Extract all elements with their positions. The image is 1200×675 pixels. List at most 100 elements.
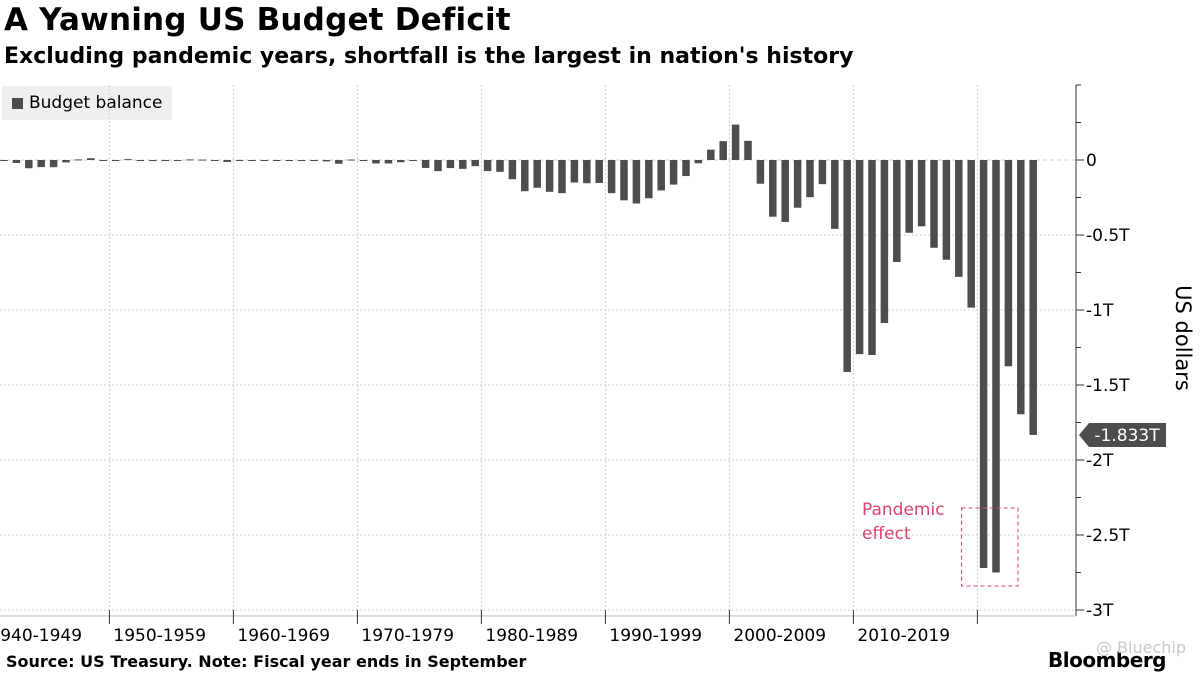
bar-1975 xyxy=(421,160,430,168)
bar-1976 xyxy=(434,160,442,172)
bar-1989 xyxy=(595,160,603,183)
bar-1996 xyxy=(682,160,690,177)
legend-swatch xyxy=(12,97,23,109)
bar-1959 xyxy=(223,160,231,162)
x-tick-label: 1970-1979 xyxy=(361,626,454,646)
brand-logo: Bloomberg xyxy=(1048,648,1166,672)
bar-2022 xyxy=(1004,160,1013,367)
x-tick-label: 2010-2019 xyxy=(857,626,950,646)
bar-2012 xyxy=(880,160,889,324)
y-tick-label: -1T xyxy=(1086,301,1114,321)
bar-1986 xyxy=(558,160,566,194)
bar-1963 xyxy=(273,160,281,161)
bar-1988 xyxy=(583,160,591,184)
y-tick-label: 0 xyxy=(1086,151,1097,171)
bar-1977 xyxy=(446,160,455,169)
bar-2018 xyxy=(955,160,963,277)
bar-1949 xyxy=(99,160,107,161)
x-tick-label: 1950-1959 xyxy=(113,626,206,646)
last-value-callout xyxy=(1079,422,1166,447)
bar-2010 xyxy=(855,160,864,355)
chart-legend: Budget balance xyxy=(2,86,173,120)
y-tick-label: -2.5T xyxy=(1086,526,1130,546)
bar-1972 xyxy=(384,160,393,164)
bar-1984 xyxy=(533,160,541,188)
y-axis-title: US dollars xyxy=(1171,285,1195,391)
bar-2001 xyxy=(744,140,752,160)
last-value-label: -1.833T xyxy=(1094,426,1160,446)
bar-2017 xyxy=(942,160,951,260)
bar-2003 xyxy=(769,160,777,217)
bar-2021 xyxy=(992,160,1000,573)
watermark: @ Bluechip xyxy=(1095,638,1186,657)
source-note: Source: US Treasury. Note: Fiscal year e… xyxy=(6,652,527,671)
bar-1995 xyxy=(669,160,678,185)
bar-1953 xyxy=(149,160,157,162)
bar-1973 xyxy=(397,160,405,163)
bar-1966 xyxy=(310,160,318,161)
bar-1968 xyxy=(335,160,343,164)
x-tick-label: 2000-2009 xyxy=(733,626,826,646)
bar-1957 xyxy=(198,159,207,161)
bar-1947 xyxy=(74,159,83,161)
bar-1942 xyxy=(12,160,21,163)
y-tick-label: -3T xyxy=(1086,601,1114,621)
bar-1969 xyxy=(347,159,355,161)
bar-2019 xyxy=(967,160,975,308)
bar-2023 xyxy=(1017,160,1025,415)
bar-1990 xyxy=(607,160,616,194)
x-tick-label: 1980-1989 xyxy=(485,626,578,646)
bar-2008 xyxy=(831,160,839,229)
bar-1954 xyxy=(161,160,169,161)
bar-2015 xyxy=(917,160,926,227)
bar-1998 xyxy=(707,149,715,160)
bar-2013 xyxy=(893,160,901,262)
bar-1999 xyxy=(719,141,727,160)
bar-1950 xyxy=(111,160,120,161)
bar-1962 xyxy=(260,160,269,162)
bar-1997 xyxy=(694,160,703,164)
bar-2016 xyxy=(930,160,938,248)
pandemic-label: effect xyxy=(862,524,911,544)
bar-1982 xyxy=(508,160,517,180)
bar-1961 xyxy=(248,160,256,161)
bar-2020 xyxy=(979,160,988,568)
bar-2024 xyxy=(1029,160,1037,435)
bar-1991 xyxy=(620,160,628,201)
bar-1952 xyxy=(136,160,145,161)
bar-1965 xyxy=(297,160,306,161)
bar-2014 xyxy=(905,160,913,233)
bar-1987 xyxy=(570,160,579,183)
bar-2011 xyxy=(868,160,876,355)
bar-1981 xyxy=(496,160,504,172)
bar-1974 xyxy=(409,160,417,161)
x-tick-label: 1990-1999 xyxy=(609,626,702,646)
y-tick-label: -0.5T xyxy=(1086,226,1130,246)
page-subtitle: Excluding pandemic years, shortfall is t… xyxy=(4,44,854,69)
bar-1978 xyxy=(459,160,467,169)
bar-1980 xyxy=(483,160,492,172)
page-title: A Yawning US Budget Deficit xyxy=(4,2,511,38)
bar-1944 xyxy=(37,160,45,168)
bar-1948 xyxy=(87,158,95,160)
bar-1946 xyxy=(62,160,70,163)
bar-1979 xyxy=(471,160,479,167)
x-tick-label: 1940-1949 xyxy=(0,626,82,646)
y-tick-label: -2T xyxy=(1086,451,1114,471)
bar-1951 xyxy=(124,159,132,161)
bar-2004 xyxy=(781,160,789,222)
bar-1941 xyxy=(0,160,8,161)
bar-1994 xyxy=(657,160,665,191)
bar-2006 xyxy=(806,160,814,198)
bar-1960 xyxy=(235,159,244,161)
bar-1971 xyxy=(372,160,380,164)
bar-1945 xyxy=(49,160,58,168)
bar-2000 xyxy=(731,124,740,160)
legend-label: Budget balance xyxy=(29,93,163,113)
y-tick-label: -1.5T xyxy=(1086,376,1130,396)
pandemic-box xyxy=(961,507,1019,587)
bar-1993 xyxy=(645,160,653,199)
bar-1967 xyxy=(322,160,331,162)
bar-1983 xyxy=(521,160,529,192)
